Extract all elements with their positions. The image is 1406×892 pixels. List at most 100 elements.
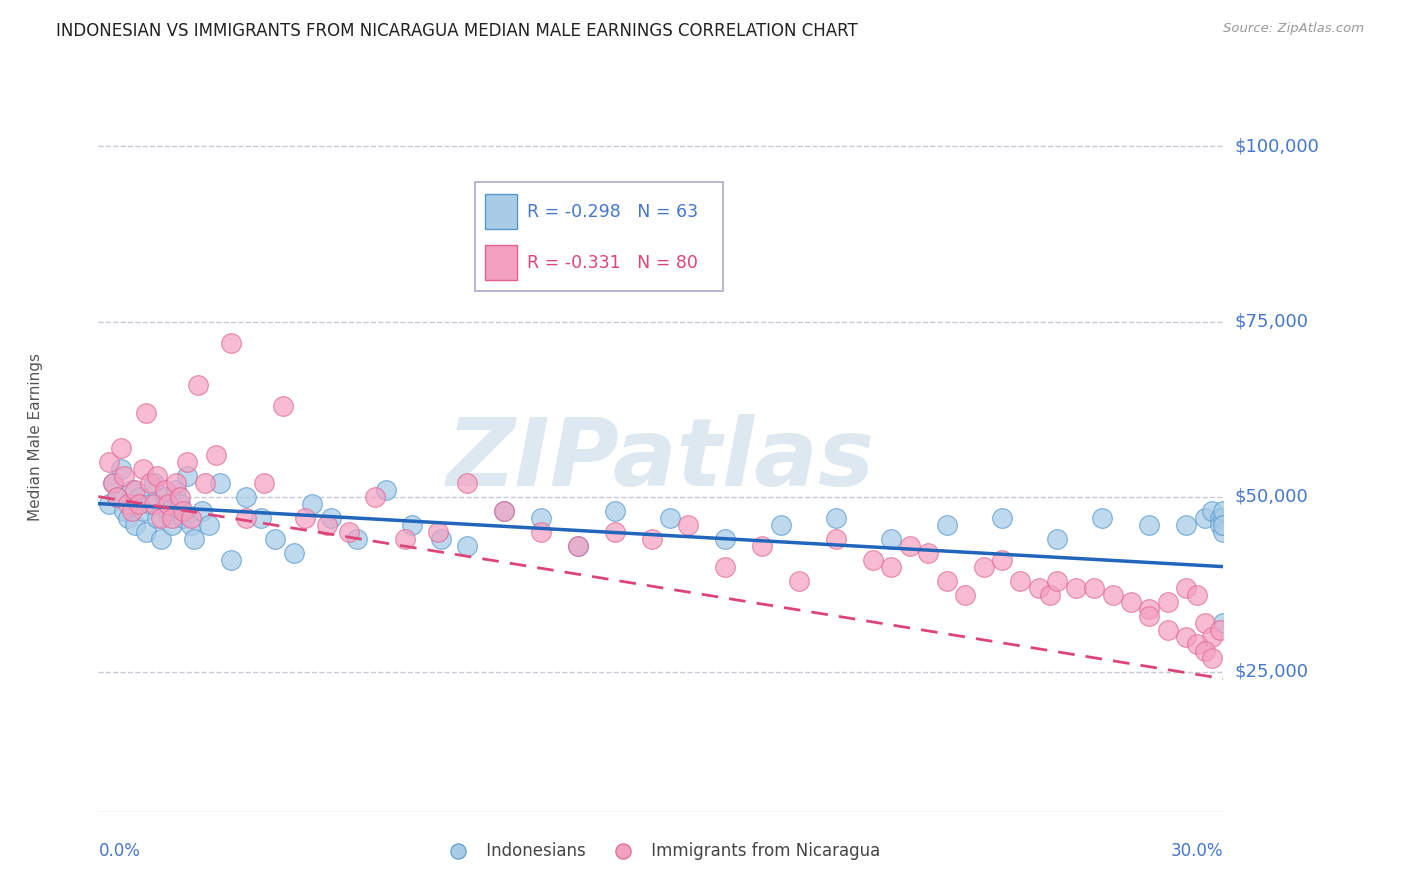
Point (825, 510, 848, 524)
Point (294, 510, 316, 524)
Text: Source: ZipAtlas.com: Source: ZipAtlas.com (1223, 22, 1364, 36)
Point (1175, 517, 1198, 532)
Point (1208, 510, 1230, 524)
Point (146, 468, 169, 483)
Point (121, 503, 143, 517)
Point (426, 524, 449, 539)
Point (139, 475, 162, 490)
Point (112, 503, 135, 517)
Point (187, 377, 209, 392)
Point (1187, 588, 1209, 602)
Point (1139, 517, 1161, 532)
Point (165, 475, 187, 490)
Point (1230, 637, 1253, 651)
Point (1208, 623, 1230, 637)
Point (110, 461, 132, 475)
Point (301, 497, 323, 511)
Point (219, 335, 242, 350)
Point (953, 588, 976, 602)
Point (1028, 581, 1050, 595)
Point (714, 532, 737, 546)
Point (1139, 608, 1161, 623)
Text: 0.0%: 0.0% (98, 842, 141, 860)
Point (935, 517, 957, 532)
Text: 30.0%: 30.0% (1171, 842, 1223, 860)
Point (401, 517, 423, 532)
Text: Median Male Earnings: Median Male Earnings (28, 353, 44, 521)
Point (1187, 637, 1209, 651)
Text: $50,000: $50,000 (1234, 488, 1308, 506)
Text: $25,000: $25,000 (1234, 663, 1309, 681)
Point (787, 574, 810, 588)
Point (219, 552, 242, 566)
Point (157, 503, 180, 517)
Point (131, 461, 153, 475)
Point (160, 510, 183, 524)
Point (157, 497, 180, 511)
Point (135, 406, 157, 420)
Point (430, 532, 453, 546)
Point (169, 497, 191, 511)
Point (1194, 615, 1216, 630)
Point (337, 524, 360, 539)
Point (98, 497, 121, 511)
Point (283, 546, 305, 560)
Point (1157, 594, 1180, 608)
Point (567, 539, 589, 553)
Point (209, 475, 232, 490)
Point (253, 475, 276, 490)
Point (169, 490, 191, 504)
Point (176, 468, 198, 483)
Point (1046, 574, 1069, 588)
Point (160, 517, 183, 532)
Point (346, 532, 368, 546)
Point (194, 475, 217, 490)
Legend:  Indonesians,  Immigrants from Nicaragua: Indonesians, Immigrants from Nicaragua (434, 836, 887, 867)
Point (128, 490, 150, 504)
Point (880, 559, 903, 574)
Point (142, 497, 165, 511)
Point (235, 510, 257, 524)
Point (751, 539, 773, 553)
Point (1175, 581, 1198, 595)
Point (264, 532, 287, 546)
Point (375, 483, 398, 497)
Point (1046, 532, 1069, 546)
Point (198, 517, 221, 532)
Point (1285, 657, 1308, 672)
Point (394, 532, 416, 546)
Point (880, 532, 903, 546)
Point (271, 399, 294, 413)
Point (898, 539, 921, 553)
Point (183, 532, 205, 546)
Point (1175, 630, 1198, 644)
Point (176, 454, 198, 468)
Point (1194, 643, 1216, 657)
Point (172, 503, 194, 517)
Point (205, 448, 228, 462)
Point (1201, 650, 1223, 665)
Point (190, 503, 212, 517)
Point (180, 517, 202, 532)
Point (124, 517, 146, 532)
Point (494, 503, 516, 517)
Point (603, 524, 626, 539)
Point (153, 483, 176, 497)
Point (1010, 574, 1032, 588)
Point (1090, 510, 1112, 524)
Point (1039, 588, 1062, 602)
Point (131, 503, 153, 517)
Point (1119, 594, 1142, 608)
Point (112, 468, 135, 483)
Point (769, 517, 792, 532)
Point (172, 510, 194, 524)
Point (235, 490, 257, 504)
Point (825, 532, 848, 546)
Point (714, 559, 737, 574)
Point (101, 475, 124, 490)
Point (1208, 517, 1230, 532)
Point (1083, 581, 1105, 595)
Point (567, 539, 589, 553)
Point (678, 517, 700, 532)
Point (98, 454, 121, 468)
